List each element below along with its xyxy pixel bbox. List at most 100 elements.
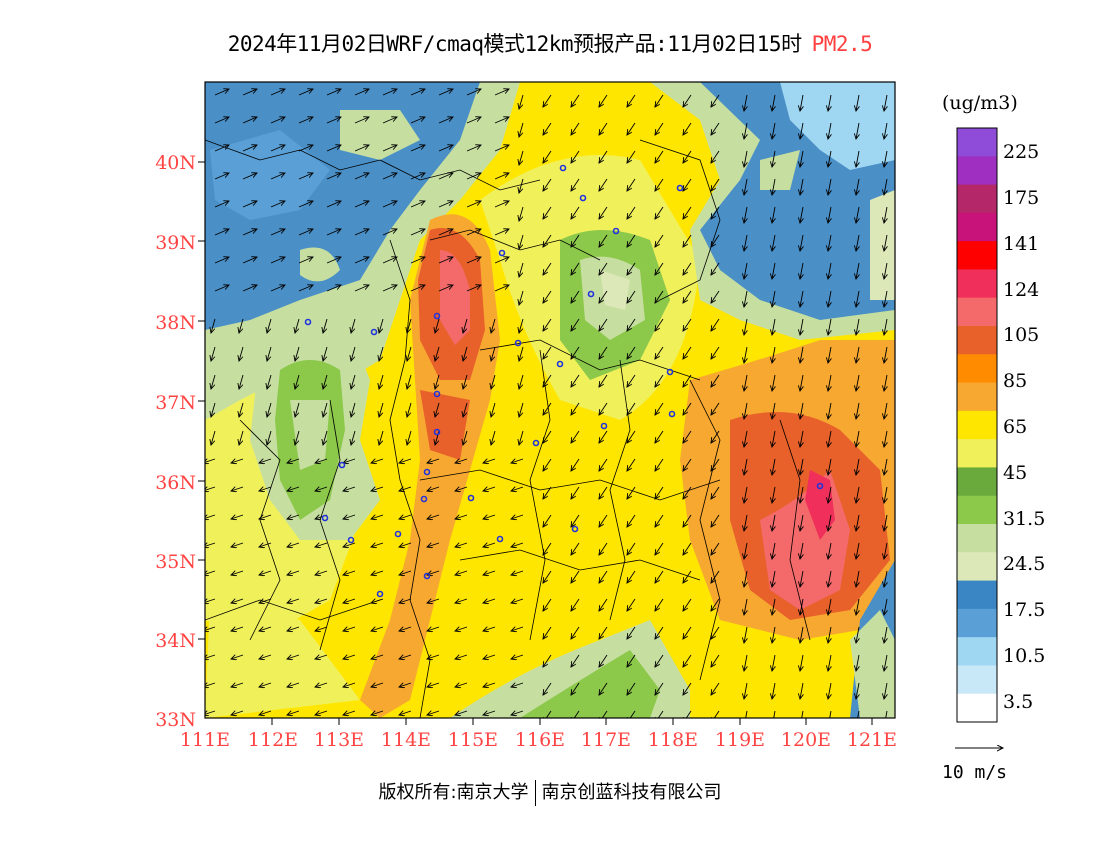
wind-arrow	[463, 318, 468, 333]
wind-arrow	[599, 206, 608, 219]
wind-arrow	[856, 514, 859, 531]
lat-label-36: 36N	[155, 472, 196, 494]
colorbar-swatch	[957, 637, 997, 666]
wind-arrow	[494, 89, 509, 96]
city-marker	[600, 422, 608, 430]
wind-arrow	[399, 627, 412, 631]
wind-arrow	[214, 201, 229, 208]
wind-arrow	[231, 487, 244, 491]
wind-arrow	[800, 290, 803, 307]
wind-arrow	[399, 711, 412, 715]
wind-arrow	[800, 514, 803, 531]
wind-arrow	[627, 374, 636, 387]
wind-arrow	[772, 430, 775, 447]
wind-arrow	[655, 150, 664, 163]
wind-arrow	[744, 122, 747, 139]
wind-arrow	[287, 571, 300, 575]
wind-arrow	[627, 206, 636, 219]
wind-arrow	[519, 122, 524, 137]
wind-arrow	[511, 571, 524, 575]
wind-arrow	[828, 206, 831, 223]
wind-arrow	[655, 514, 664, 527]
wind-arrow	[371, 487, 384, 491]
wind-arrow	[856, 290, 859, 307]
wind-arrow	[744, 290, 747, 307]
wind-arrow	[772, 290, 775, 307]
wind-arrow	[711, 262, 720, 275]
wind-arrow	[571, 318, 580, 331]
wind-arrow	[315, 571, 328, 575]
lon-label-118: 118E	[647, 729, 699, 751]
wind-arrow	[315, 655, 328, 659]
wind-arrow	[211, 374, 216, 389]
wind-arrow	[371, 655, 384, 659]
wind-arrow	[326, 89, 341, 96]
wind-arrow	[571, 430, 580, 443]
wind-arrow	[884, 654, 887, 671]
wind-arrow	[627, 402, 636, 415]
city-marker	[433, 428, 441, 436]
wind-arrow	[371, 627, 384, 631]
wind-arrow	[711, 178, 720, 191]
wind-vectors	[205, 89, 887, 718]
wind-arrow	[287, 543, 300, 547]
city-marker	[496, 535, 504, 543]
wind-arrow	[259, 627, 272, 631]
wind-arrow	[655, 318, 664, 331]
wind-arrow	[884, 626, 887, 643]
wind-arrow	[884, 234, 887, 251]
wind-arrow	[571, 150, 580, 163]
wind-arrow	[655, 374, 664, 387]
wind-arrow	[683, 206, 692, 219]
wind-arrow	[494, 117, 509, 124]
wind-arrow	[511, 711, 524, 715]
wind-arrow	[295, 402, 300, 417]
wind-arrow	[800, 542, 803, 559]
wind-arrow	[427, 655, 440, 659]
wind-arrow	[205, 487, 216, 491]
wind-arrow	[627, 346, 636, 359]
wind-arrow	[543, 262, 552, 275]
wind-arrow	[287, 487, 300, 491]
wind-arrow	[599, 598, 608, 611]
wind-arrow	[343, 459, 356, 463]
wind-arrow	[231, 683, 244, 687]
colorbar-swatch	[957, 269, 997, 299]
wind-arrow	[287, 459, 300, 463]
wind-arrow	[382, 89, 397, 96]
wind-arrow	[315, 487, 328, 491]
wind-arrow	[298, 285, 313, 292]
wind-arrow	[543, 290, 552, 303]
wind-arrow	[214, 285, 229, 292]
colorbar-label: 3.5	[1003, 691, 1034, 713]
wind-arrow	[856, 318, 859, 335]
wind-arrow	[856, 430, 859, 447]
city-marker	[498, 249, 506, 257]
wind-arrow	[323, 430, 328, 445]
wind-arrow	[410, 285, 425, 292]
wind-arrow	[884, 178, 887, 195]
wind-arrow	[599, 346, 608, 359]
wind-arrow	[483, 711, 496, 715]
wind-arrow	[295, 374, 300, 389]
wind-arrow	[483, 459, 496, 463]
wind-arrow	[772, 374, 775, 391]
wind-arrow	[711, 682, 720, 695]
wind-arrow	[410, 89, 425, 96]
wind-arrow	[543, 514, 552, 527]
wind-arrow	[627, 290, 636, 303]
wind-arrow	[466, 145, 481, 152]
wind-arrow	[571, 514, 580, 527]
wind-arrow	[205, 459, 216, 463]
colorbar-label: 225	[1003, 141, 1040, 163]
wind-arrow	[655, 486, 664, 499]
wind-arrow	[399, 543, 412, 547]
wind-arrow	[494, 285, 509, 292]
wind-arrow	[354, 285, 369, 292]
wind-arrow	[599, 682, 608, 695]
wind-arrow	[491, 430, 496, 445]
wind-arrow	[519, 402, 524, 417]
wind-arrow	[511, 627, 524, 631]
wind-arrow	[772, 486, 775, 503]
lat-label-40: 40N	[155, 152, 196, 174]
